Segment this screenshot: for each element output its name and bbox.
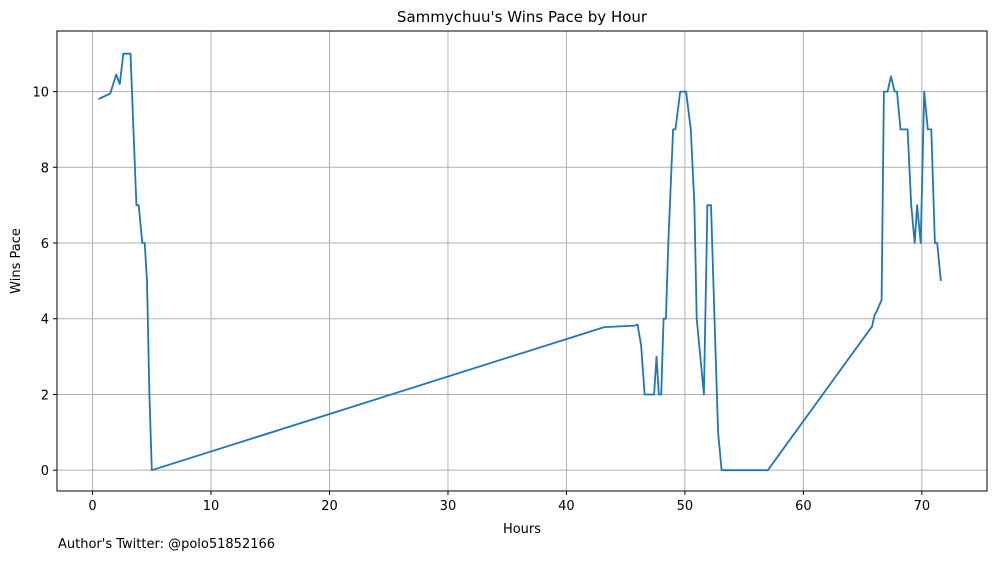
author-twitter-note: Author's Twitter: @polo51852166 [58, 537, 276, 552]
grid-lines [57, 31, 987, 491]
plot-frame [56, 30, 988, 492]
x-tick-label: 0 [88, 499, 96, 514]
chart-title: Sammychuu's Wins Pace by Hour [397, 8, 648, 26]
x-axis-label: Hours [503, 522, 541, 537]
x-tick-label: 50 [677, 499, 694, 514]
x-tick-label: 10 [203, 499, 220, 514]
x-axis-ticks: 0 10 20 30 40 50 60 70 [88, 491, 930, 514]
series-line [98, 52, 942, 472]
x-tick-label: 70 [914, 499, 931, 514]
series-layer [98, 52, 942, 472]
y-axis-label: Wins Pace [9, 228, 24, 294]
x-tick-label: 60 [795, 499, 812, 514]
y-tick-label: 4 [41, 313, 49, 328]
y-tick-label: 2 [41, 388, 49, 403]
x-tick-label: 30 [440, 499, 457, 514]
x-tick-label: 20 [321, 499, 338, 514]
y-tick-label: 10 [32, 86, 49, 101]
y-tick-label: 6 [41, 237, 49, 252]
y-axis-ticks: 0 2 4 6 8 10 [32, 86, 57, 479]
y-tick-label: 0 [41, 464, 49, 479]
x-tick-label: 40 [558, 499, 575, 514]
y-tick-label: 8 [41, 161, 49, 176]
